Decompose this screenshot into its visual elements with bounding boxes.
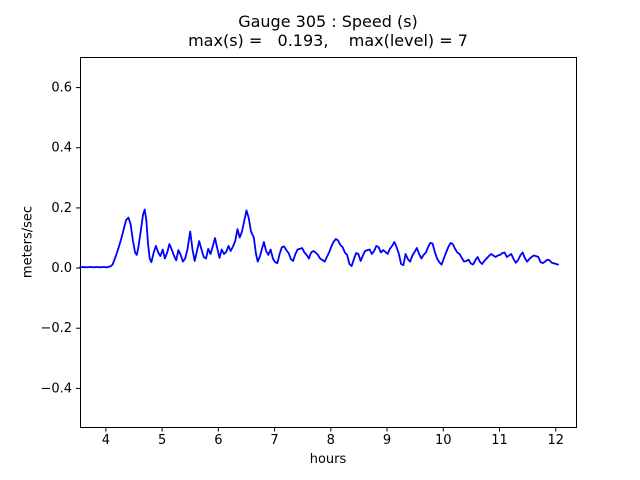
y-tick-label: 0.6	[51, 81, 72, 96]
x-tick-label: 4	[102, 433, 110, 448]
y-tick-label: −0.2	[40, 321, 72, 336]
y-tick-label: 0.2	[51, 201, 72, 216]
x-tick-label: 9	[383, 433, 391, 448]
y-tick-label: −0.4	[40, 381, 72, 396]
axes-border	[80, 57, 577, 428]
chart-title: Gauge 305 : Speed (s)	[238, 12, 418, 31]
x-tick-label: 6	[214, 433, 222, 448]
speed-data-line	[79, 208, 559, 269]
y-tick-label: 0.0	[51, 261, 72, 276]
x-axis-label: hours	[309, 452, 347, 467]
x-tick-label: 12	[547, 433, 564, 448]
y-tick-label: 0.4	[51, 141, 72, 156]
x-tick-label: 8	[327, 433, 335, 448]
x-tick-label: 11	[491, 433, 508, 448]
x-tick-label: 5	[158, 433, 166, 448]
x-tick-label: 7	[270, 433, 278, 448]
chart-subtitle: max(s) = 0.193, max(level) = 7	[188, 31, 468, 50]
x-tick-label: 10	[435, 433, 452, 448]
y-axis-label: meters/sec	[20, 205, 36, 279]
